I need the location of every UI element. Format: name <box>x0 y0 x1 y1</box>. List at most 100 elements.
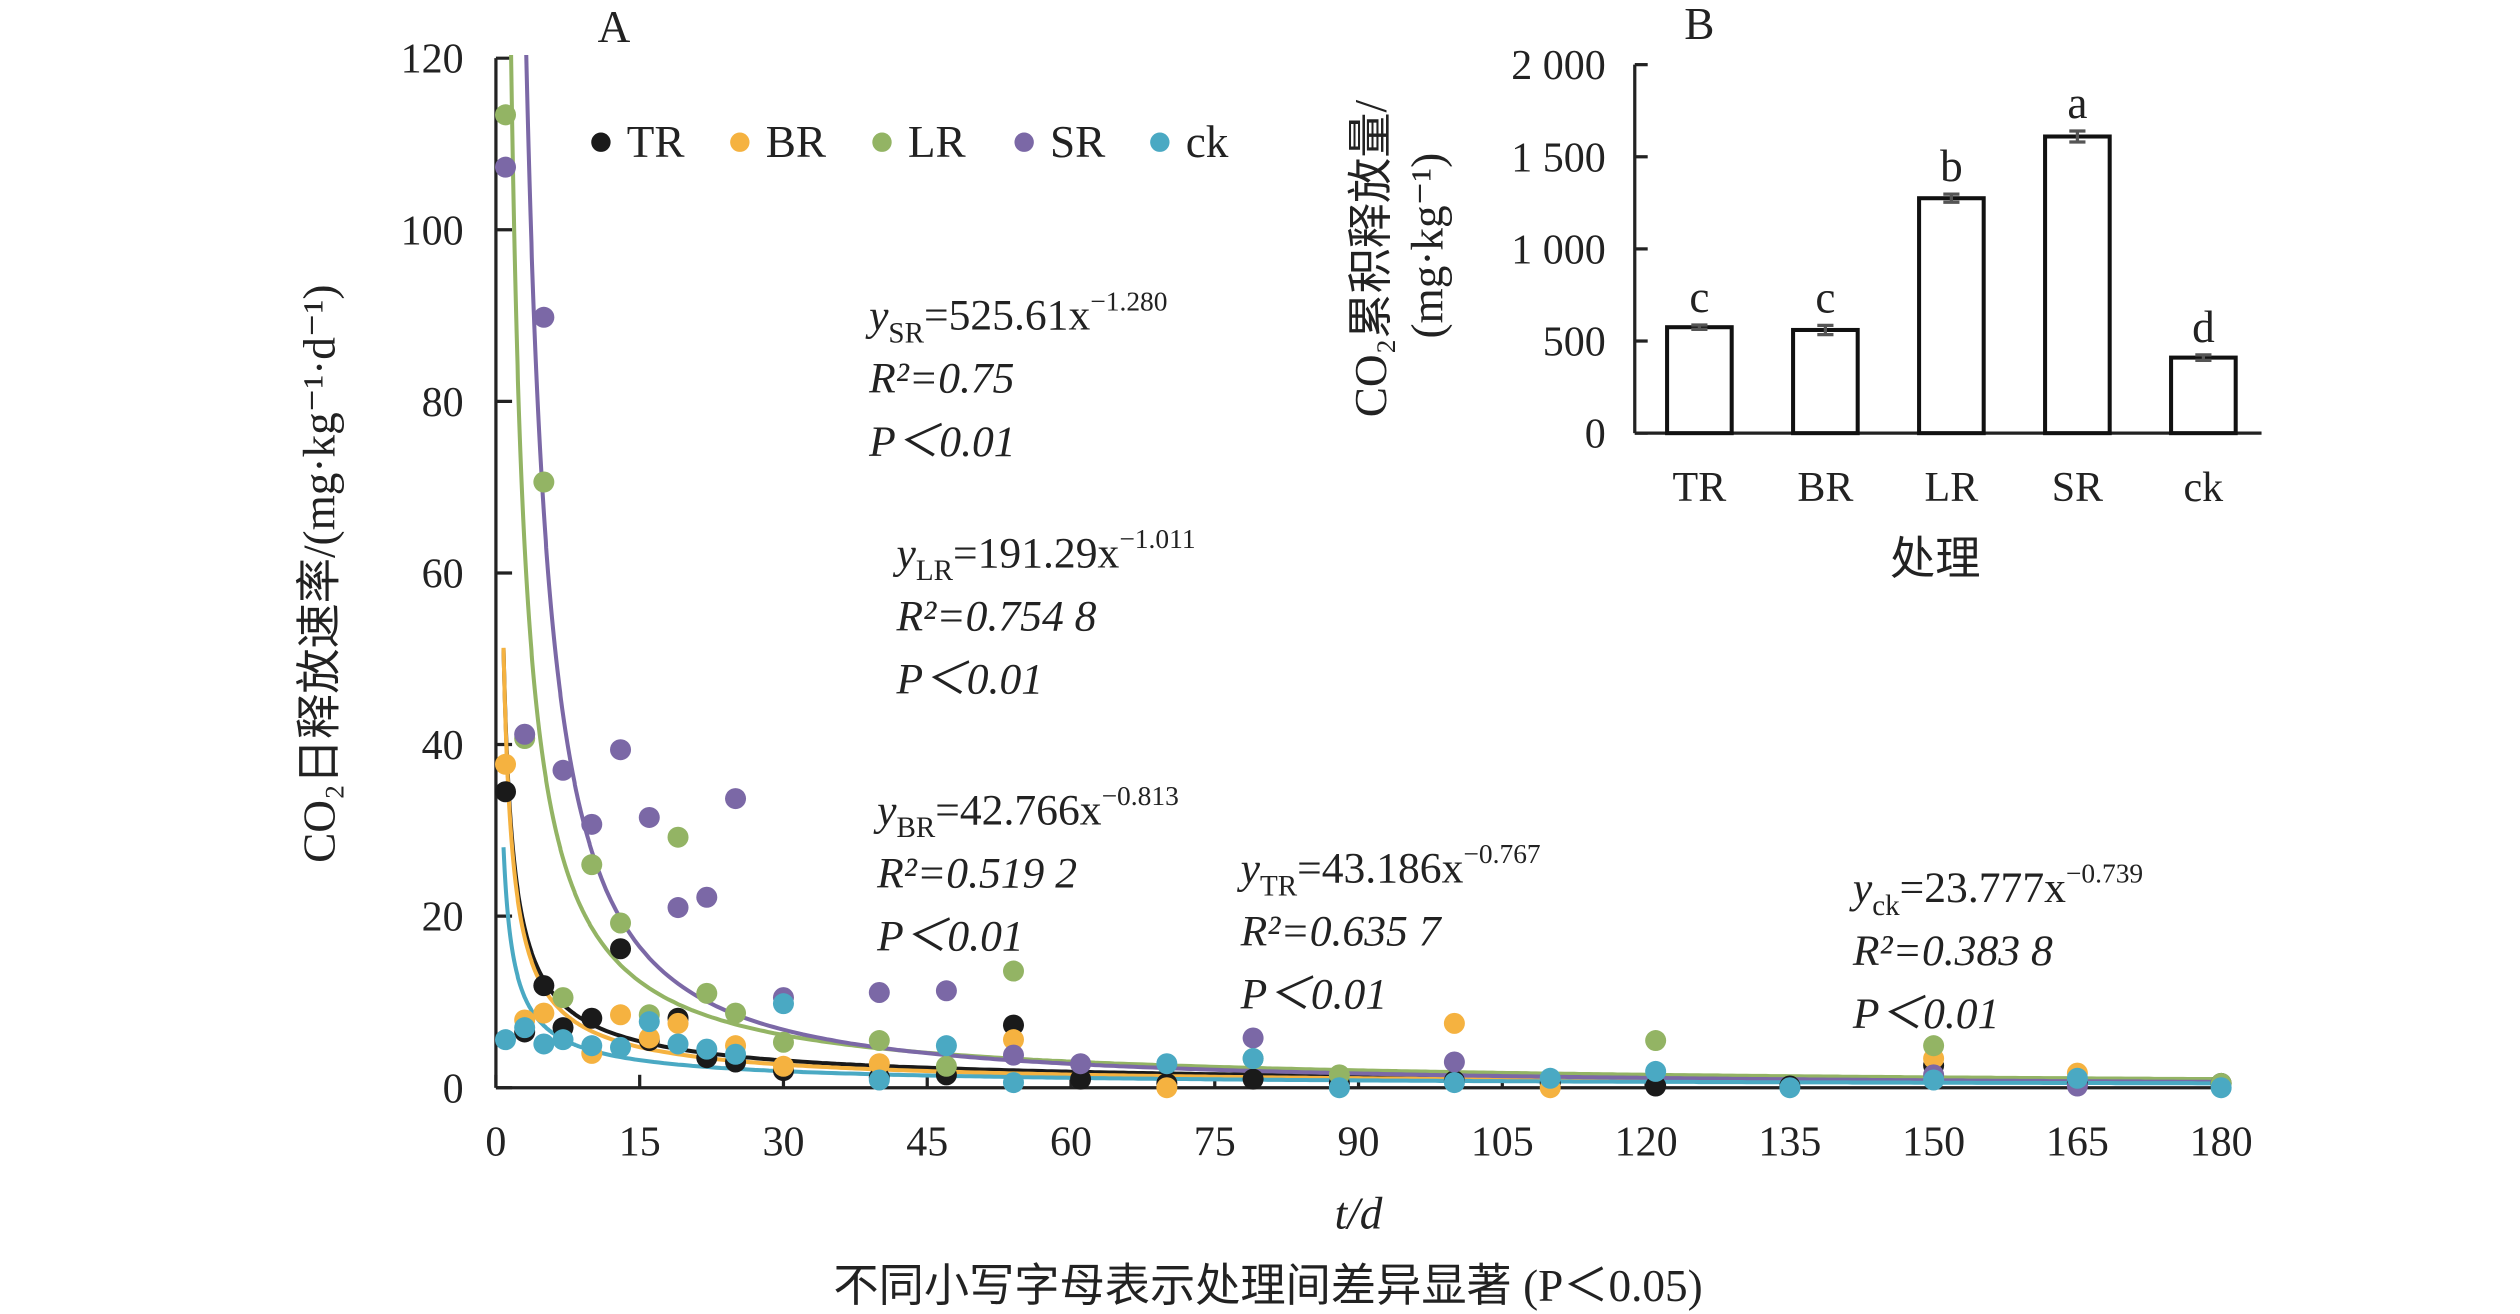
data-point-sr <box>725 788 747 810</box>
r2-lr: R²=0.754 8 <box>896 592 1097 640</box>
data-point-tr <box>1242 1068 1264 1090</box>
legend-label-tr: TR <box>627 117 686 167</box>
panel-b: B CO₂累积释放量/ (mg·kg⁻¹) 处理 0 500 1 000 1 500 2… <box>1346 0 2262 584</box>
data-point-sr <box>638 806 660 828</box>
data-point-ck <box>514 1017 536 1039</box>
data-point-ck <box>533 1033 555 1055</box>
eq-rhs: =525.61x <box>924 292 1090 340</box>
r2-sr: R²=0.75 <box>868 355 1014 403</box>
data-point-ck <box>1645 1060 1667 1082</box>
panel-a-x-axis-label: t/d <box>1335 1188 1383 1238</box>
y-tick-label: 120 <box>401 37 464 83</box>
data-point-sr <box>1070 1053 1092 1075</box>
bar-lr <box>1917 196 1986 436</box>
panel-b-y-axis-label-line2: (mg·kg⁻¹) <box>1403 153 1453 339</box>
x-tick-label: 90 <box>1338 1120 1380 1166</box>
data-point-ck <box>638 1011 660 1033</box>
eq-y: y <box>1237 844 1261 892</box>
p-value-sr: P＜0.01 <box>868 418 1016 466</box>
legend-marker-lr <box>872 132 892 152</box>
equation-ck: yck=23.777x−0.739 <box>1849 858 2143 921</box>
b-x-tick-label: BR <box>1797 465 1853 511</box>
data-point-br <box>495 753 517 775</box>
data-point-ck <box>868 1069 890 1091</box>
data-point-sr <box>495 156 517 178</box>
data-point-ck <box>1443 1072 1465 1094</box>
significance-letter: b <box>1940 141 1963 191</box>
data-point-sr <box>610 739 632 761</box>
equation-lr: yLR=191.29x−1.011 <box>893 524 1196 587</box>
legend-label-lr: LR <box>908 117 967 167</box>
eq-subscript: LR <box>916 555 954 587</box>
equation-tr: yTR=43.186x−0.767 <box>1237 839 1541 902</box>
data-point-lr <box>772 1031 794 1053</box>
data-point-tr <box>610 938 632 960</box>
y-tick-label: 60 <box>422 551 464 597</box>
equation-br: yBR=42.766x−0.813 <box>873 781 1179 844</box>
significance-letter: c <box>1815 272 1835 322</box>
data-point-lr <box>581 854 603 876</box>
data-point-ck <box>725 1043 747 1065</box>
eq-y: y <box>1849 864 1873 912</box>
data-point-ck <box>1156 1053 1178 1075</box>
b-y-tick-label: 2 000 <box>1511 43 1605 89</box>
data-point-sr <box>868 981 890 1003</box>
data-point-br <box>1156 1077 1178 1099</box>
y-tick-label: 100 <box>401 208 464 254</box>
p-value-tr: P＜0.01 <box>1240 971 1388 1019</box>
bar-ck <box>2169 355 2238 436</box>
figure-note: 不同小写字母表示处理间差异显著 (P＜0.05) <box>833 1261 1702 1311</box>
data-point-lr <box>552 987 574 1009</box>
data-point-lr <box>1923 1035 1945 1057</box>
eq-rhs: =43.186x <box>1297 844 1463 892</box>
r2-br: R²=0.519 2 <box>876 849 1077 897</box>
data-point-tr <box>533 975 555 997</box>
data-point-ck <box>696 1038 718 1060</box>
data-point-sr <box>1443 1051 1465 1073</box>
x-tick-label: 45 <box>906 1120 948 1166</box>
data-point-ck <box>2066 1067 2088 1089</box>
data-point-br <box>1002 1029 1024 1051</box>
eq-y: y <box>893 529 917 577</box>
data-point-tr <box>1002 1014 1024 1036</box>
eq-rhs: =23.777x <box>1900 864 2066 912</box>
y-tick-label: 0 <box>443 1066 464 1112</box>
data-point-tr <box>1645 1075 1667 1097</box>
panel-b-y-axis-label-line1: CO₂累积释放量/ <box>1346 99 1396 417</box>
data-point-br <box>638 1027 660 1049</box>
data-point-ck <box>1923 1069 1945 1091</box>
data-point-ck <box>1328 1077 1350 1099</box>
data-point-lr <box>725 1002 747 1024</box>
x-tick-label: 75 <box>1194 1120 1236 1166</box>
significance-letter: c <box>1689 272 1709 322</box>
data-point-sr <box>667 897 689 919</box>
data-point-lr <box>696 982 718 1004</box>
data-point-sr <box>1242 1027 1264 1049</box>
r2-ck: R²=0.383 8 <box>1852 927 2053 975</box>
data-point-lr <box>533 471 555 493</box>
legend-marker-ck <box>1150 132 1170 152</box>
b-y-tick-label: 1 000 <box>1511 227 1605 273</box>
data-point-sr <box>581 813 603 835</box>
data-point-ck <box>935 1035 957 1057</box>
eq-subscript: BR <box>897 812 936 844</box>
data-point-ck <box>581 1035 603 1057</box>
b-x-tick-label: TR <box>1673 465 1727 511</box>
p-value-ck: P＜0.01 <box>1852 990 2000 1038</box>
data-point-sr <box>935 980 957 1002</box>
eq-exponent: −0.767 <box>1463 839 1540 869</box>
data-point-br <box>667 1012 689 1034</box>
b-x-tick-label: ck <box>2184 465 2224 511</box>
y-tick-label: 20 <box>422 895 464 941</box>
data-point-ck <box>495 1029 517 1051</box>
data-point-tr <box>1070 1068 1092 1090</box>
legend-label-sr: SR <box>1050 117 1106 167</box>
x-tick-label: 165 <box>2046 1120 2109 1166</box>
eq-rhs: =191.29x <box>953 529 1119 577</box>
eq-y: y <box>873 786 897 834</box>
data-point-ck <box>2210 1077 2232 1099</box>
data-point-tr <box>581 1007 603 1029</box>
eq-subscript: ck <box>1872 890 1900 922</box>
x-tick-label: 135 <box>1758 1120 1821 1166</box>
panel-b-label: B <box>1684 0 1714 49</box>
